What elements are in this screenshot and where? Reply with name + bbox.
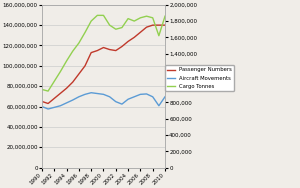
Cargo Tonnes [108, 24, 111, 26]
Aircraft Movements [52, 106, 56, 108]
Cargo Tonnes [65, 60, 68, 62]
Aircraft Movements [139, 93, 142, 96]
Aircraft Movements [163, 96, 167, 98]
Passenger Numbers [77, 73, 81, 75]
Aircraft Movements [40, 105, 44, 108]
Aircraft Movements [120, 103, 124, 105]
Aircraft Movements [58, 105, 62, 107]
Cargo Tonnes [58, 70, 62, 73]
Passenger Numbers [65, 87, 68, 89]
Passenger Numbers [95, 49, 99, 52]
Aircraft Movements [157, 105, 161, 107]
Aircraft Movements [145, 93, 148, 95]
Aircraft Movements [71, 99, 74, 101]
Cargo Tonnes [126, 17, 130, 20]
Line: Aircraft Movements: Aircraft Movements [42, 93, 165, 109]
Passenger Numbers [71, 81, 74, 83]
Cargo Tonnes [40, 88, 44, 91]
Passenger Numbers [139, 31, 142, 33]
Passenger Numbers [40, 100, 44, 103]
Aircraft Movements [83, 93, 87, 96]
Passenger Numbers [102, 46, 105, 49]
Legend: Passenger Numbers, Aircraft Movements, Cargo Tonnes: Passenger Numbers, Aircraft Movements, C… [164, 65, 234, 91]
Aircraft Movements [151, 96, 154, 98]
Passenger Numbers [58, 92, 62, 94]
Passenger Numbers [89, 52, 93, 54]
Aircraft Movements [95, 92, 99, 95]
Cargo Tonnes [95, 14, 99, 17]
Aircraft Movements [46, 108, 50, 110]
Cargo Tonnes [89, 20, 93, 22]
Aircraft Movements [89, 92, 93, 94]
Passenger Numbers [163, 24, 167, 26]
Cargo Tonnes [114, 28, 118, 30]
Aircraft Movements [132, 96, 136, 98]
Cargo Tonnes [145, 15, 148, 17]
Line: Cargo Tonnes: Cargo Tonnes [42, 15, 165, 91]
Passenger Numbers [126, 40, 130, 42]
Passenger Numbers [157, 24, 161, 26]
Passenger Numbers [120, 45, 124, 48]
Cargo Tonnes [46, 90, 50, 92]
Cargo Tonnes [83, 31, 87, 34]
Cargo Tonnes [102, 14, 105, 17]
Passenger Numbers [52, 97, 56, 99]
Passenger Numbers [108, 49, 111, 51]
Cargo Tonnes [151, 17, 154, 19]
Cargo Tonnes [52, 80, 56, 83]
Passenger Numbers [114, 49, 118, 52]
Aircraft Movements [102, 93, 105, 96]
Passenger Numbers [151, 24, 154, 26]
Passenger Numbers [46, 102, 50, 105]
Cargo Tonnes [77, 42, 81, 44]
Aircraft Movements [126, 98, 130, 100]
Passenger Numbers [83, 65, 87, 67]
Passenger Numbers [145, 26, 148, 28]
Cargo Tonnes [157, 35, 161, 37]
Aircraft Movements [65, 102, 68, 104]
Line: Passenger Numbers: Passenger Numbers [42, 25, 165, 104]
Cargo Tonnes [163, 15, 167, 17]
Passenger Numbers [132, 36, 136, 39]
Cargo Tonnes [139, 17, 142, 19]
Cargo Tonnes [120, 27, 124, 29]
Aircraft Movements [77, 96, 81, 98]
Cargo Tonnes [132, 20, 136, 22]
Aircraft Movements [114, 101, 118, 103]
Cargo Tonnes [71, 50, 74, 52]
Aircraft Movements [108, 96, 111, 98]
